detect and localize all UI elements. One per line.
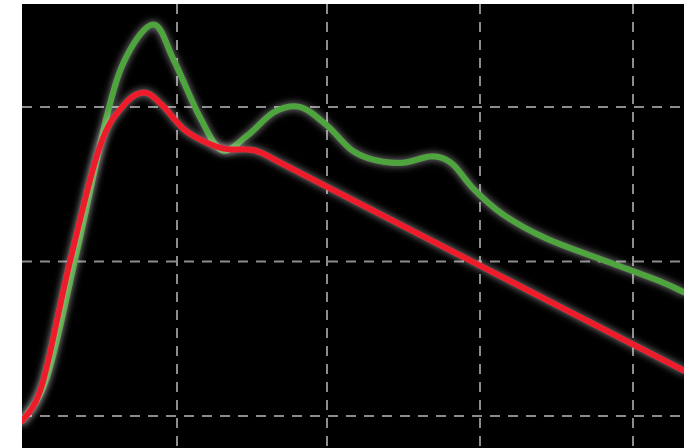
series-line-green bbox=[22, 21, 684, 425]
plot-area bbox=[22, 4, 684, 448]
line-chart bbox=[22, 4, 684, 448]
series-line-red bbox=[22, 89, 684, 425]
plot-background bbox=[22, 4, 684, 448]
